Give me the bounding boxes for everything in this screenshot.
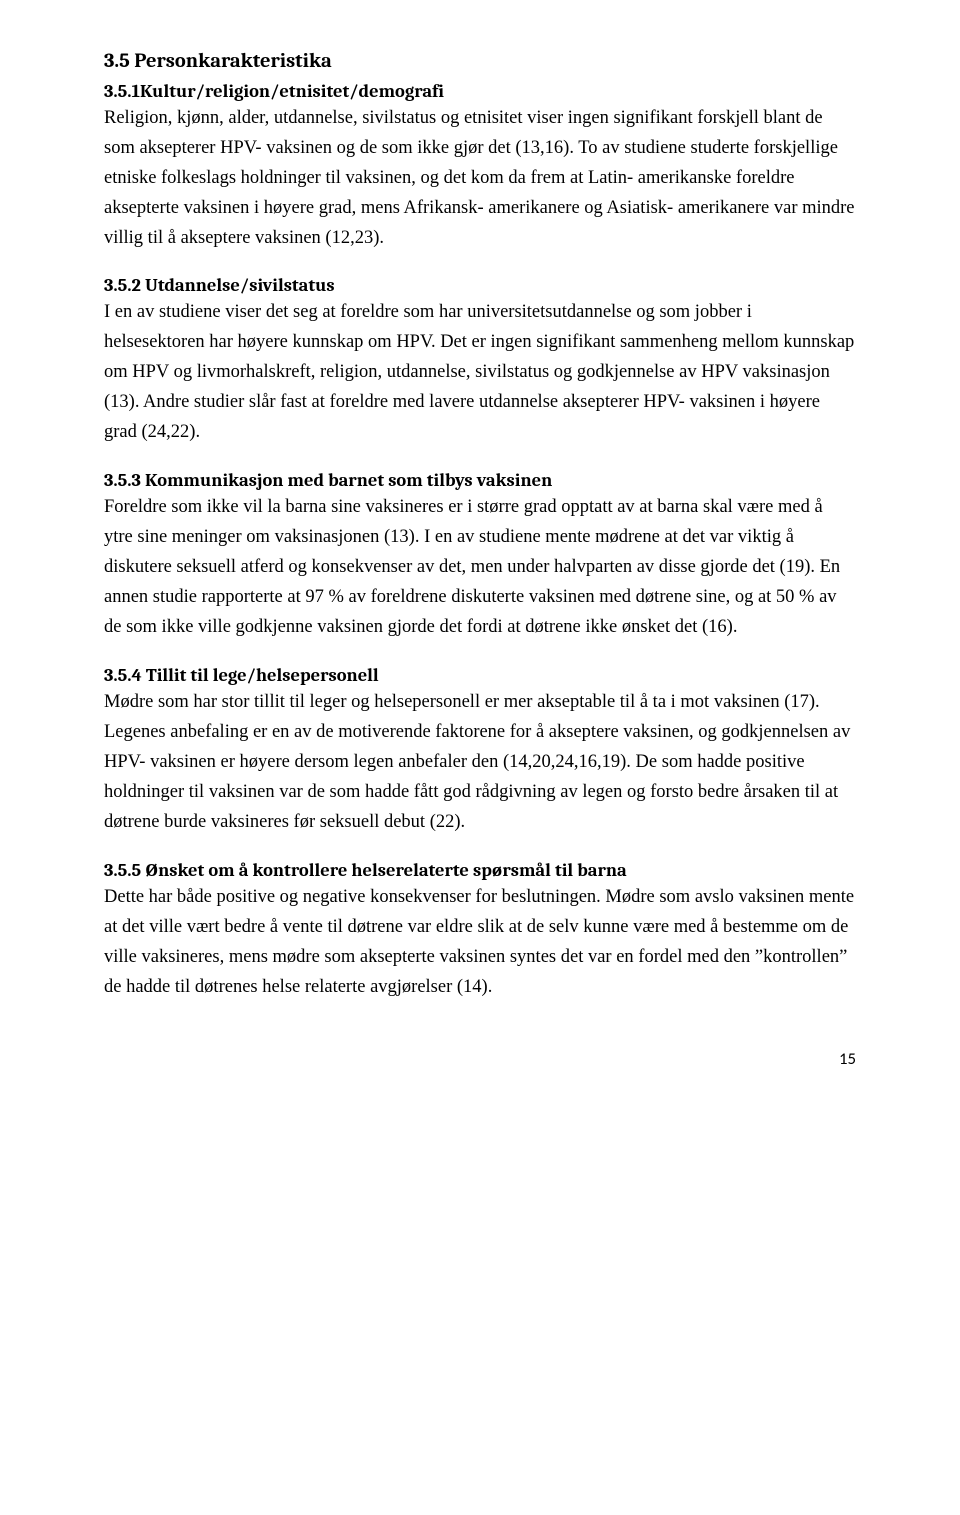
subsection-block: 3.5.5 Ønsket om å kontrollere helserelat… xyxy=(104,858,856,1003)
body-paragraph: Religion, kjønn, alder, utdannelse, sivi… xyxy=(104,104,856,254)
subsection-block: 3.5.4 Tillit til lege/helsepersonell Mød… xyxy=(104,663,856,838)
section-heading: 3.5 Personkarakteristika xyxy=(104,48,856,76)
subsection-heading: 3.5.3 Kommunikasjon med barnet som tilby… xyxy=(104,468,856,493)
page-number: 15 xyxy=(104,1045,856,1072)
body-paragraph: Foreldre som ikke vil la barna sine vaks… xyxy=(104,493,856,643)
subsection-heading: 3.5.5 Ønsket om å kontrollere helserelat… xyxy=(104,858,856,883)
subsection-block: 3.5.1Kultur/religion/etnisitet/demografi… xyxy=(104,79,856,254)
body-paragraph: Dette har både positive og negative kons… xyxy=(104,883,856,1003)
subsection-block: 3.5.2 Utdannelse/sivilstatus I en av stu… xyxy=(104,273,856,448)
subsection-heading: 3.5.2 Utdannelse/sivilstatus xyxy=(104,273,856,298)
subsection-heading: 3.5.1Kultur/religion/etnisitet/demografi xyxy=(104,79,856,104)
subsection-block: 3.5.3 Kommunikasjon med barnet som tilby… xyxy=(104,468,856,643)
body-paragraph: Mødre som har stor tillit til leger og h… xyxy=(104,688,856,838)
subsection-heading: 3.5.4 Tillit til lege/helsepersonell xyxy=(104,663,856,688)
body-paragraph: I en av studiene viser det seg at foreld… xyxy=(104,298,856,448)
